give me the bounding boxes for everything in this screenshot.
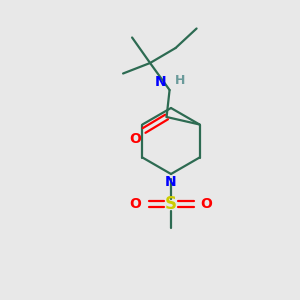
- Text: O: O: [129, 132, 141, 146]
- Text: S: S: [165, 195, 177, 213]
- Text: O: O: [130, 197, 142, 211]
- Text: O: O: [200, 197, 212, 211]
- Text: H: H: [175, 74, 185, 87]
- Text: N: N: [165, 176, 177, 190]
- Text: N: N: [155, 74, 166, 88]
